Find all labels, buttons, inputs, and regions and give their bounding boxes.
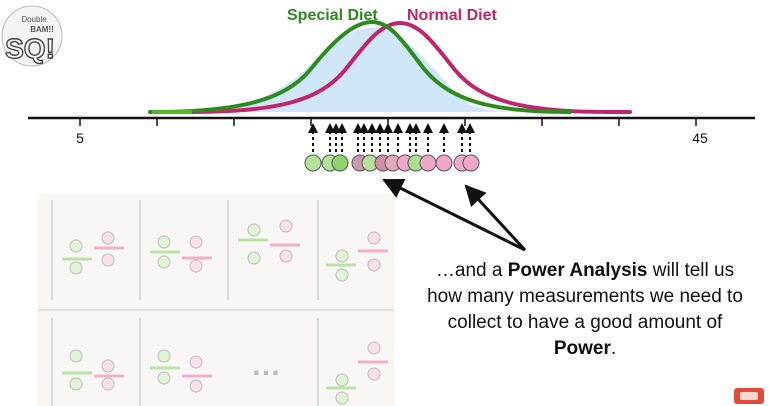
- caption-middle: will tell us how many measurements we ne…: [427, 260, 743, 333]
- grid-ellipsis: …: [251, 349, 281, 382]
- statquest-logo: Double BAM!! SQ!: [1, 5, 63, 67]
- caption-prefix: …and a: [435, 260, 508, 281]
- measurement-dots: [304, 154, 480, 172]
- measurement-arrows: [308, 123, 475, 152]
- caption-bold-power-analysis: Power Analysis: [507, 260, 648, 281]
- logo-letters: SQ!: [5, 33, 55, 64]
- experiment-grid: [38, 194, 394, 406]
- caption-suffix: .: [610, 338, 617, 359]
- tick-label-5: 5: [76, 130, 84, 146]
- pointer-arrow-right: [464, 184, 527, 252]
- tick-label-45: 45: [692, 130, 708, 146]
- corner-badge: [734, 388, 764, 404]
- logo-top-text: Double: [21, 15, 47, 24]
- logo-mid-text: BAM!!: [30, 25, 54, 34]
- special-diet-curve: [148, 19, 572, 114]
- normal-diet-label: Normal Diet: [407, 7, 497, 24]
- caption: …and a Power Analysis will tell us how m…: [420, 258, 750, 362]
- special-diet-label: Special Diet: [287, 7, 378, 24]
- caption-bold-power: Power: [553, 338, 611, 359]
- pointer-arrow-left: [382, 178, 526, 252]
- normal-diet-curve: [188, 20, 632, 114]
